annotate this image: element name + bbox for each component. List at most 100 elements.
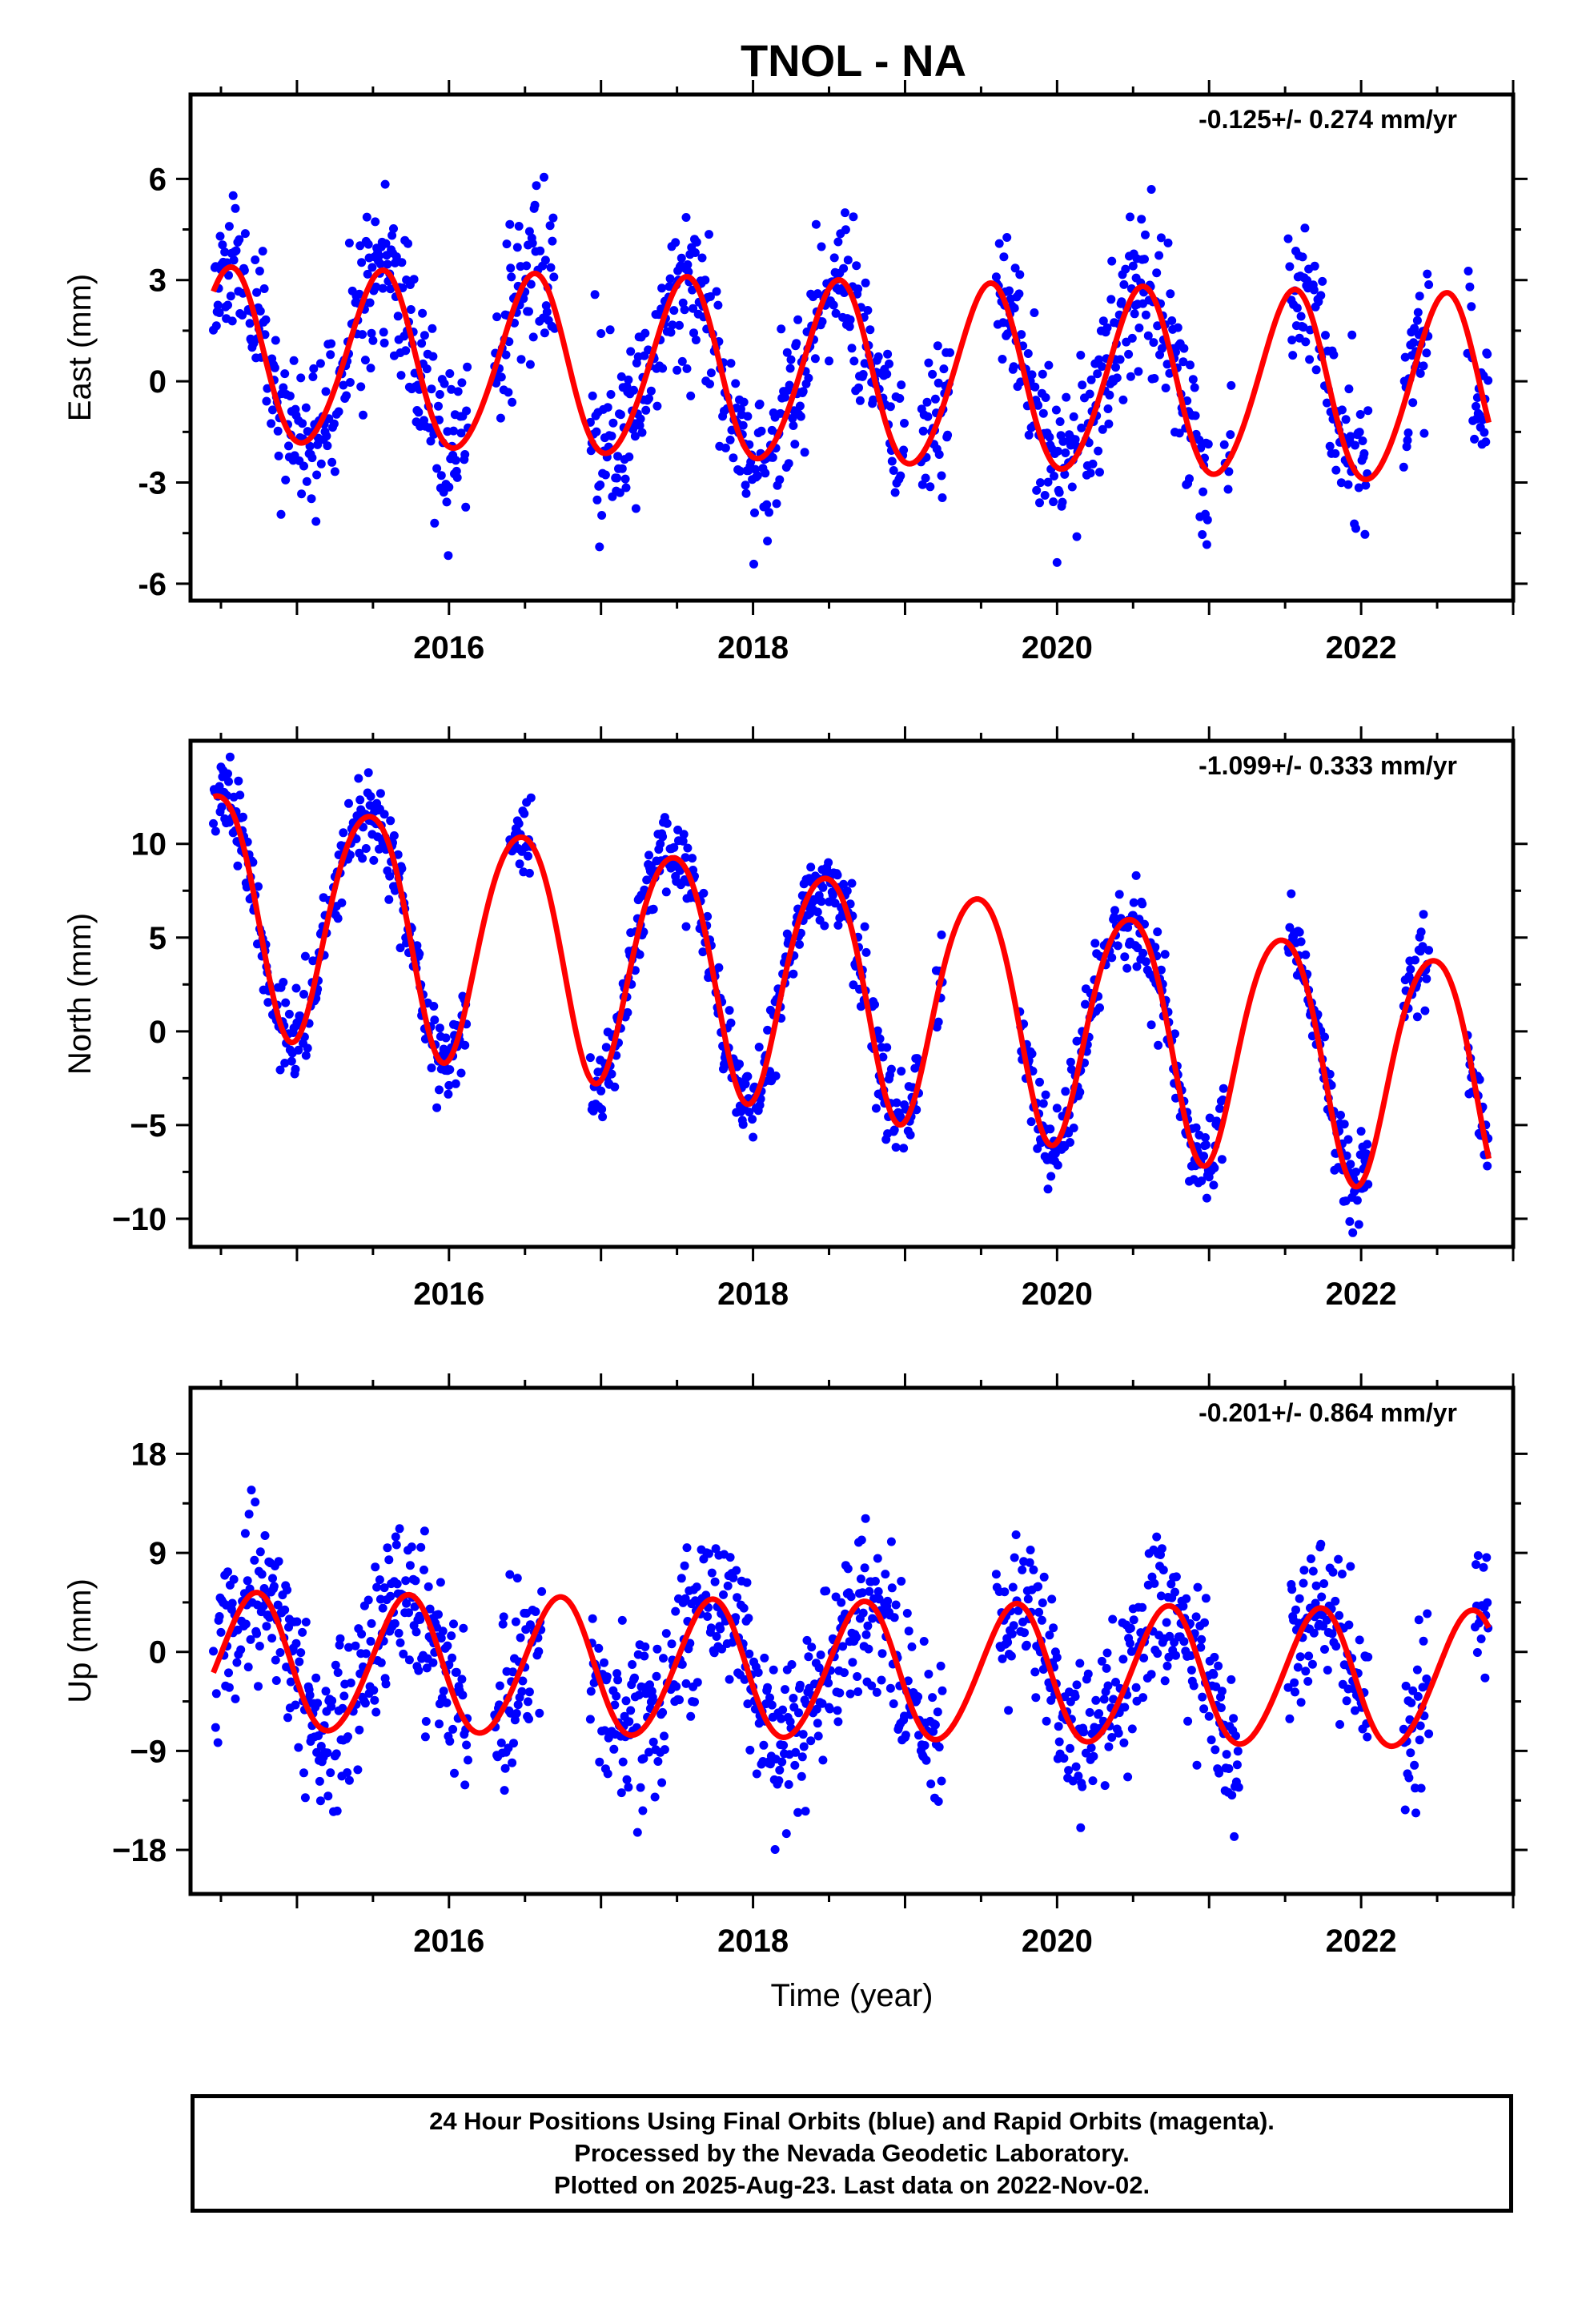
data-point: [1356, 1127, 1366, 1136]
data-point: [1351, 1168, 1360, 1176]
data-point: [847, 344, 857, 353]
data-point: [784, 1779, 793, 1789]
data-point: [1413, 308, 1423, 317]
data-point: [1465, 282, 1475, 292]
data-point: [1191, 1123, 1201, 1132]
data-point: [667, 1639, 677, 1649]
data-point: [273, 426, 283, 436]
data-point: [1191, 1612, 1201, 1622]
data-point: [681, 1594, 690, 1603]
data-point: [518, 1676, 528, 1686]
data-point: [1015, 270, 1025, 279]
data-point: [1224, 1764, 1234, 1773]
data-point: [389, 831, 399, 840]
data-point: [1308, 1566, 1318, 1576]
data-point: [852, 261, 861, 271]
data-point: [1037, 1615, 1046, 1625]
data-point: [435, 1719, 444, 1729]
data-point: [359, 410, 367, 420]
data-point: [379, 1583, 389, 1593]
data-point: [1061, 448, 1070, 457]
data-point: [1160, 1676, 1170, 1686]
data-point: [825, 1704, 834, 1714]
data-point: [432, 1103, 442, 1112]
data-point: [733, 1593, 742, 1602]
data-point: [714, 963, 724, 972]
data-point: [870, 1577, 880, 1586]
data-point: [407, 1542, 416, 1552]
data-point: [933, 1707, 942, 1717]
data-point: [1209, 1180, 1219, 1190]
data-point: [1023, 349, 1033, 358]
y-tick-label: -3: [138, 466, 167, 501]
data-point: [1043, 477, 1053, 487]
data-point: [616, 1788, 626, 1798]
data-point: [355, 241, 365, 251]
data-point: [887, 1583, 897, 1593]
data-point: [868, 1614, 877, 1623]
data-point: [889, 1613, 899, 1622]
data-point: [1355, 428, 1364, 437]
data-point: [1186, 360, 1195, 370]
data-point: [412, 1627, 421, 1637]
data-point: [1318, 276, 1327, 286]
data-point: [308, 956, 318, 966]
data-point: [1227, 1791, 1237, 1800]
data-point: [1079, 1727, 1089, 1737]
data-point: [1167, 316, 1177, 325]
data-point: [636, 1783, 645, 1792]
data-point: [323, 1791, 333, 1801]
data-point: [284, 441, 293, 451]
data-point: [692, 1582, 701, 1592]
data-point: [1038, 1099, 1048, 1108]
data-point: [1303, 275, 1312, 285]
data-point: [897, 380, 906, 390]
data-point: [763, 537, 773, 546]
data-point: [229, 1574, 239, 1584]
data-point: [946, 348, 954, 357]
data-point: [1141, 230, 1150, 239]
data-point: [545, 221, 555, 231]
data-point: [797, 1771, 806, 1781]
data-point: [744, 1614, 753, 1623]
data-point: [504, 337, 514, 347]
data-point: [536, 246, 545, 255]
data-point: [1295, 1652, 1305, 1662]
data-point: [1095, 1003, 1104, 1012]
data-point: [1049, 497, 1058, 507]
data-point: [1201, 1140, 1211, 1150]
data-point: [753, 1668, 763, 1677]
data-point: [606, 390, 616, 399]
data-point: [313, 1699, 323, 1708]
data-point: [934, 450, 944, 459]
data-point: [843, 255, 853, 265]
data-point: [389, 224, 398, 233]
data-point: [1166, 1579, 1176, 1589]
data-point: [626, 347, 636, 356]
data-point: [1052, 1653, 1062, 1663]
data-point: [1047, 1594, 1057, 1604]
data-point: [807, 1642, 817, 1652]
data-point: [1415, 1735, 1424, 1745]
data-point: [371, 282, 381, 292]
data-point: [896, 471, 905, 480]
data-point: [1153, 321, 1162, 331]
data-point: [327, 457, 337, 467]
data-point: [835, 1688, 845, 1698]
data-point: [1339, 1120, 1349, 1129]
data-point: [273, 1600, 283, 1610]
data-point: [1075, 1088, 1085, 1097]
data-point: [1051, 405, 1061, 415]
data-point: [355, 1725, 364, 1735]
y-tick-label: 3: [149, 263, 167, 299]
data-point: [1200, 1618, 1209, 1627]
data-point: [1202, 540, 1211, 549]
data-point: [335, 1640, 344, 1650]
data-point: [1120, 1703, 1130, 1712]
data-point: [1031, 1693, 1041, 1703]
data-point: [1052, 1104, 1062, 1113]
data-point: [677, 1574, 686, 1583]
data-point: [1086, 468, 1095, 478]
data-point: [372, 1582, 382, 1592]
data-point: [919, 1637, 929, 1646]
